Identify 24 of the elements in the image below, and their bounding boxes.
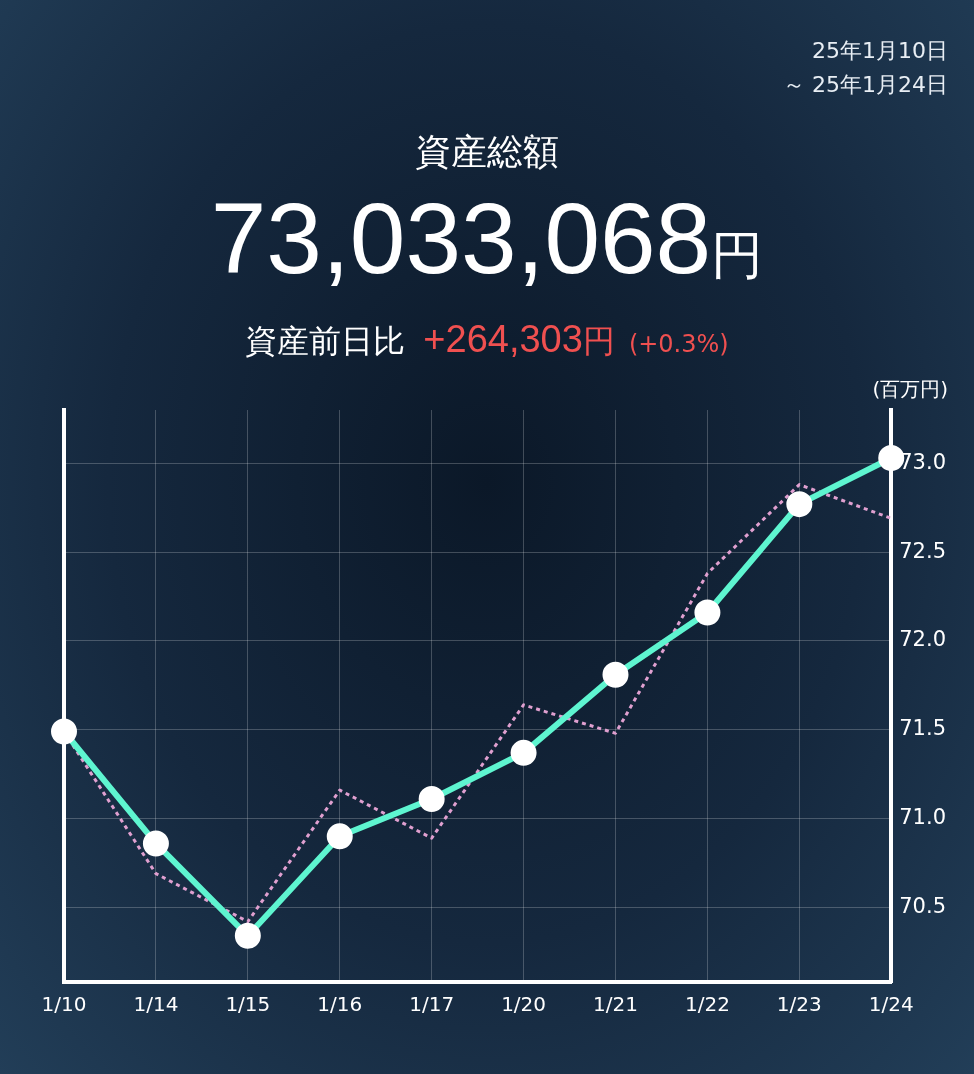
- x-tick-label: 1/17: [409, 992, 455, 1017]
- text: +264,303円: [423, 318, 615, 360]
- x-tick-label: 1/21: [593, 992, 638, 1017]
- x-tick-label: 1/14: [133, 992, 179, 1017]
- chart-title: 資産総額: [414, 130, 560, 174]
- text: (+0.3%): [628, 330, 729, 358]
- x-tick-label: 1/15: [225, 992, 271, 1017]
- y-axis-title: (百万円): [872, 376, 948, 403]
- x-tick-label: 1/24: [868, 992, 914, 1017]
- y-tick-label: 71.5: [899, 716, 947, 741]
- x-tick-label: 1/23: [776, 992, 822, 1017]
- y-tick-label: 70.5: [899, 893, 947, 918]
- x-tick-label: 1/20: [501, 992, 547, 1017]
- x-tick-label: 1/16: [317, 992, 363, 1017]
- x-tick-label: 1/10: [41, 992, 87, 1017]
- x-tick-label: 1/22: [684, 992, 730, 1017]
- y-tick-label: 73.0: [899, 449, 947, 474]
- y-tick-label: 72.5: [899, 538, 947, 563]
- text: 資産前日比: [245, 322, 406, 360]
- chart-subtitle: 73,033,068円: [210, 182, 764, 294]
- text: ～ 25年1月24日: [783, 71, 948, 99]
- y-tick-label: 71.0: [899, 805, 947, 830]
- text: 25年1月10日: [811, 37, 948, 65]
- y-tick-label: 72.0: [899, 627, 947, 652]
